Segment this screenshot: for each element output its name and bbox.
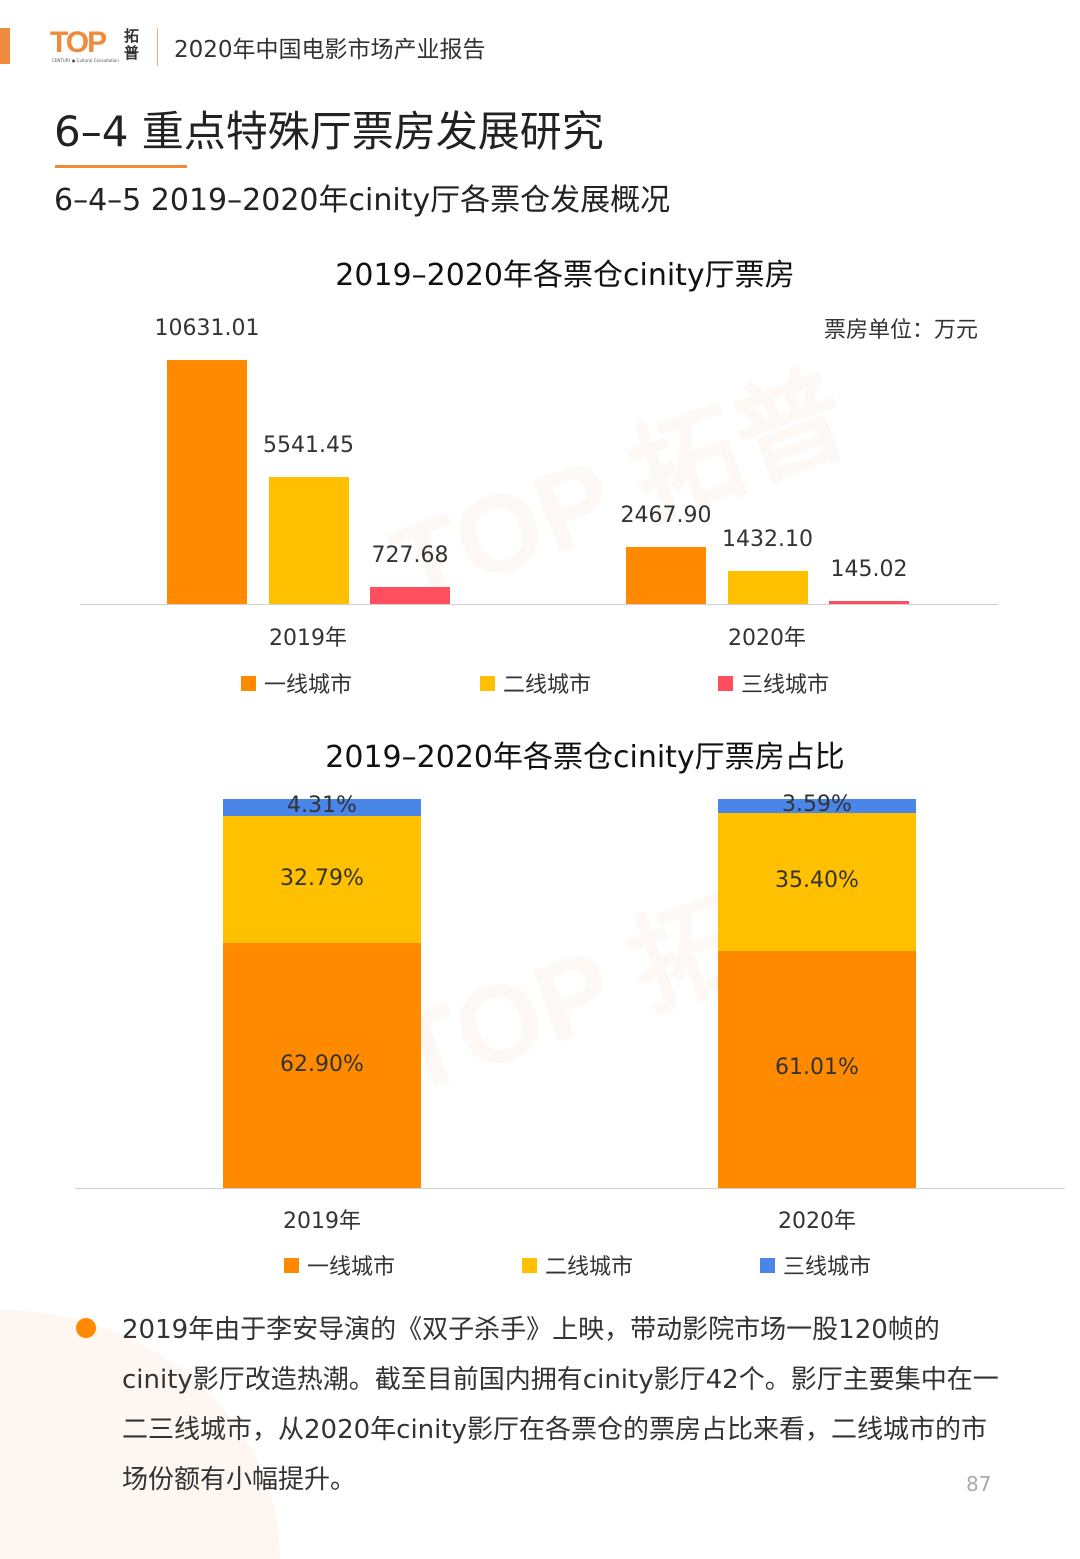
- bar: [268, 476, 349, 604]
- data-label: 2467.90: [620, 503, 712, 529]
- data-label: 3.59%: [782, 791, 852, 817]
- top-logo: TOP 拓普 CENTURY ● Cultural Consultation: [50, 26, 140, 66]
- bar: [370, 587, 450, 604]
- legend-item: 三线城市: [718, 667, 829, 699]
- chart2-plot: 62.90% 32.79% 4.31% 61.01% 35.40% 3.59%: [223, 792, 916, 1188]
- legend-label: 二线城市: [503, 673, 592, 698]
- data-label: 145.02: [830, 556, 908, 582]
- legend-item: 二线城市: [480, 667, 591, 699]
- stacked-segment: 32.79%: [223, 815, 421, 944]
- bullet-icon: [76, 1318, 96, 1338]
- legend-label: 一线城市: [264, 673, 353, 698]
- section-underline: [55, 165, 187, 168]
- chart1-unit: 票房单位：万元: [824, 318, 979, 343]
- chart2-xlabel: 2019年: [283, 1209, 361, 1234]
- data-label: 4.31%: [287, 793, 357, 819]
- body-paragraph: 2019年由于李安导演的《双子杀手》上映，带动影院市场一股120帧的cinity…: [122, 1315, 999, 1495]
- legend-label: 一线城市: [307, 1255, 396, 1280]
- legend-swatch: [760, 1257, 775, 1273]
- legend-item: 三线城市: [760, 1249, 871, 1281]
- stacked-segment: 35.40%: [718, 812, 916, 951]
- chart1-xlabel: 2020年: [728, 626, 806, 651]
- legend-swatch: [718, 675, 733, 691]
- sub-title: 6–4–5 2019–2020年cinity厅各票仓发展概况: [54, 183, 671, 218]
- header-divider: [157, 28, 158, 66]
- legend-item: 二线城市: [522, 1249, 633, 1281]
- bar: [626, 547, 706, 604]
- data-label: 32.79%: [280, 865, 364, 891]
- legend-swatch: [241, 675, 256, 691]
- legend-swatch: [284, 1257, 299, 1273]
- legend-label: 三线城市: [783, 1255, 872, 1280]
- data-label: 5541.45: [263, 432, 354, 458]
- data-label: 61.01%: [775, 1055, 859, 1081]
- section-title: 6–4 重点特殊厅票房发展研究: [54, 107, 604, 156]
- logo-sub: CENTURY ● Cultural Consultation: [52, 58, 119, 63]
- chart1-plot: 10631.01 5541.45 727.68 2467.90 1432.10 145.0…: [0, 0, 1080, 700]
- stacked-segment: 4.31%: [223, 793, 421, 818]
- legend-swatch: [522, 1257, 537, 1273]
- logo-cn: 拓普: [124, 27, 140, 62]
- page-edge-mark: [0, 28, 10, 64]
- data-label: 10631.01: [154, 316, 260, 341]
- logo-text: TOP: [50, 26, 107, 59]
- chart2-xlabel: 2020年: [778, 1209, 856, 1234]
- stacked-segment: 62.90%: [223, 943, 421, 1188]
- legend-item: 一线城市: [241, 667, 352, 699]
- bar: [167, 360, 247, 604]
- data-label: 62.90%: [280, 1051, 364, 1077]
- bar: [829, 600, 909, 604]
- chart1-title: 2019–2020年各票仓cinity厅票房: [335, 258, 795, 293]
- stacked-segment: 61.01%: [718, 950, 916, 1188]
- chart2-title: 2019–2020年各票仓cinity厅票房占比: [325, 740, 845, 775]
- data-label: 35.40%: [775, 867, 859, 893]
- chart2-axis: [75, 1188, 1065, 1189]
- chart1-xlabel: 2019年: [269, 626, 347, 651]
- page-number: 87: [966, 1472, 992, 1496]
- report-title: 2020年中国电影市场产业报告: [174, 37, 486, 63]
- legend-label: 三线城市: [741, 673, 830, 698]
- data-label: 727.68: [371, 543, 449, 569]
- chart1-axis: [80, 604, 998, 605]
- legend-item: 一线城市: [284, 1249, 395, 1281]
- legend-label: 二线城市: [545, 1255, 634, 1280]
- bar: [727, 571, 808, 604]
- stacked-segment: 3.59%: [718, 792, 916, 817]
- legend-swatch: [480, 675, 495, 691]
- data-label: 1432.10: [722, 527, 813, 553]
